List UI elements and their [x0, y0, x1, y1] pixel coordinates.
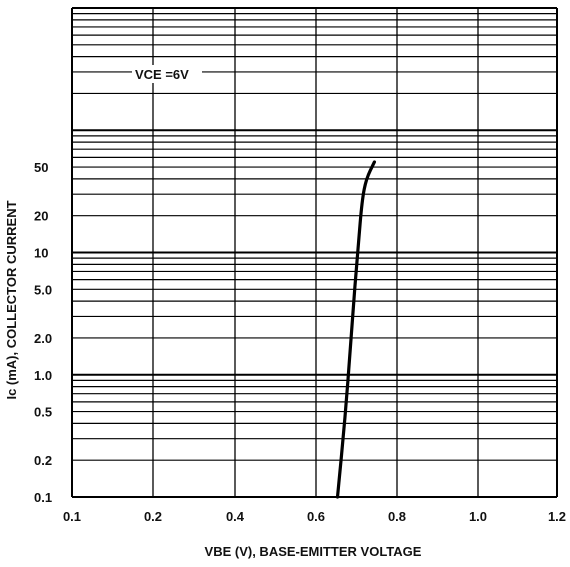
x-axis-title: VBE (V), BASE-EMITTER VOLTAGE — [205, 544, 422, 559]
curve-layer — [335, 160, 376, 499]
y-tick-label: 5.0 — [34, 282, 52, 297]
y-axis-title: Ic (mA), COLLECTOR CURRENT — [4, 200, 19, 399]
x-tick-label: 0.1 — [63, 509, 81, 524]
annotation-label: VCE =6V — [135, 67, 189, 82]
annotation-background — [132, 65, 202, 83]
y-tick-label: 20 — [34, 209, 48, 224]
y-tick-label: 0.5 — [34, 405, 52, 420]
x-tick-label: 1.0 — [469, 509, 487, 524]
grid — [71, 7, 558, 498]
annotation: VCE =6V — [132, 65, 202, 83]
y-tick-label: 10 — [34, 246, 48, 261]
series-curve — [335, 160, 376, 499]
x-tick-label: 1.2 — [548, 509, 566, 524]
y-tick-label: 0.2 — [34, 453, 52, 468]
y-tick-labels: 0.1 0.2 0.5 1.0 2.0 5.0 10 20 50 — [34, 160, 52, 505]
x-tick-labels: 0.1 0.2 0.4 0.6 0.8 1.0 1.2 — [63, 509, 566, 524]
y-tick-label: 1.0 — [34, 368, 52, 383]
x-tick-label: 0.6 — [307, 509, 325, 524]
y-tick-label: 50 — [34, 160, 48, 175]
x-tick-label: 0.4 — [226, 509, 245, 524]
x-tick-label: 0.8 — [388, 509, 406, 524]
y-tick-label: 0.1 — [34, 490, 52, 505]
y-tick-label: 2.0 — [34, 331, 52, 346]
x-tick-label: 0.2 — [144, 509, 162, 524]
